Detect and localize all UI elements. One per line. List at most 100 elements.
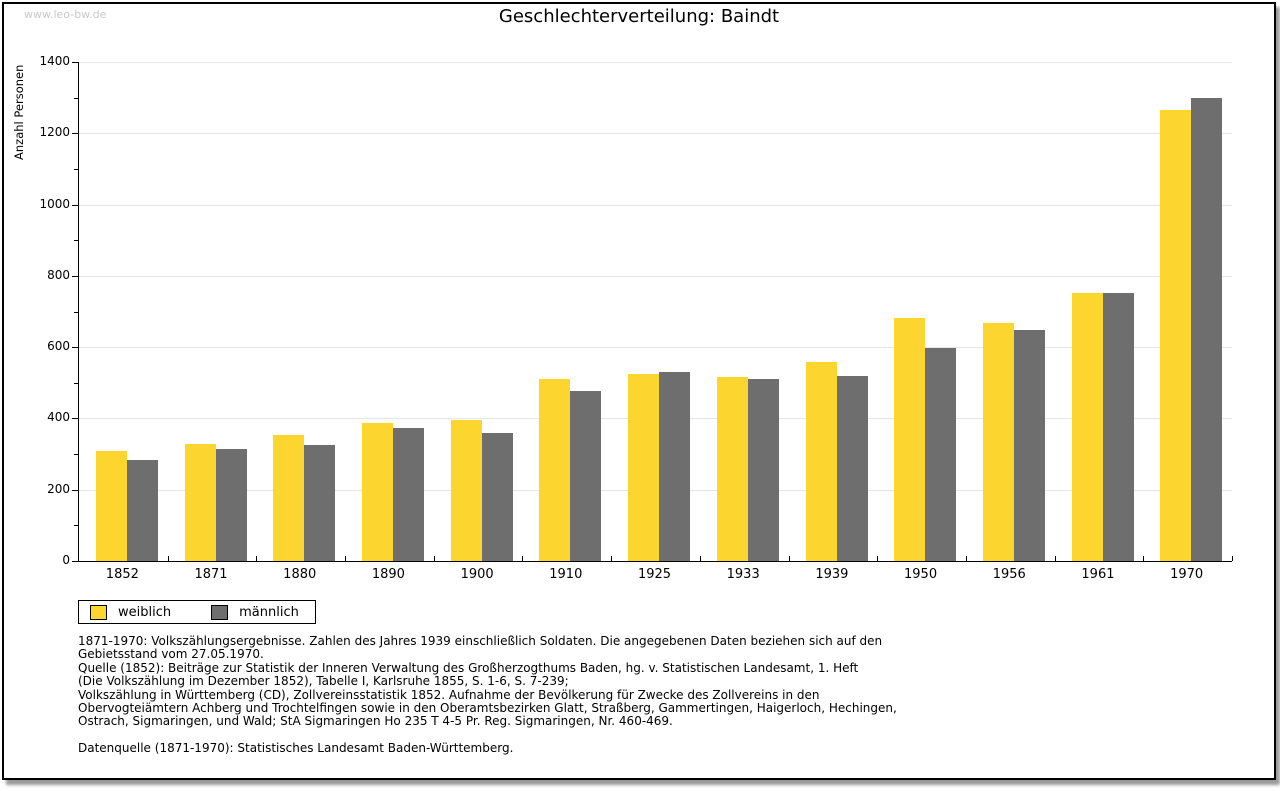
x-tick-label: 1900 bbox=[460, 567, 494, 582]
x-tick bbox=[966, 556, 967, 561]
legend-label: männlich bbox=[239, 604, 299, 620]
footnote-lines: 1871-1970: Volkszählungsergebnisse. Zahl… bbox=[78, 634, 938, 729]
bar-maennlich bbox=[127, 460, 158, 561]
bar-maennlich bbox=[215, 449, 247, 561]
y-tick-label: 1400 bbox=[39, 54, 70, 68]
x-tick-label: 1961 bbox=[1081, 567, 1115, 582]
x-tick-label: 1950 bbox=[904, 567, 938, 582]
x-tick bbox=[345, 556, 346, 561]
bar-weiblich bbox=[628, 374, 660, 561]
x-tick bbox=[789, 556, 790, 561]
x-tick bbox=[168, 556, 169, 561]
x-tick-label: 1871 bbox=[194, 567, 228, 582]
x-tick-label: 1956 bbox=[992, 567, 1026, 582]
x-tick-label: 1852 bbox=[105, 567, 139, 582]
y-tick bbox=[72, 561, 78, 562]
footnote-line: Quelle (1852): Beiträge zur Statistik de… bbox=[78, 660, 859, 675]
y-tick bbox=[72, 62, 78, 63]
bar-weiblich bbox=[805, 362, 837, 561]
bar-weiblich bbox=[1071, 293, 1103, 561]
y-tick bbox=[72, 489, 78, 491]
page-frame: www.leo-bw.de Geschlechterverteilung: Ba… bbox=[2, 2, 1276, 780]
bar-maennlich bbox=[1191, 98, 1223, 561]
bar-weiblich bbox=[96, 451, 127, 561]
legend: weiblich männlich bbox=[78, 600, 316, 624]
footnote-line: Gebietsstand vom 27.05.1970. bbox=[78, 647, 264, 662]
y-tick-label: 1200 bbox=[39, 125, 70, 140]
x-tick-label: 1970 bbox=[1170, 567, 1204, 582]
footnote-line: (Die Volkszählung im Dezember 1852), Tab… bbox=[78, 674, 569, 689]
bar-weiblich bbox=[982, 323, 1014, 561]
footnote-line: Volkszählung in Württemberg (CD), Zollve… bbox=[78, 687, 820, 702]
y-minor-tick bbox=[74, 454, 78, 456]
footnote-line: Obervogteiämtern Achberg und Trochtelfin… bbox=[78, 701, 897, 716]
y-minor-tick bbox=[74, 97, 78, 99]
y-tick-label: 200 bbox=[47, 481, 70, 496]
legend-swatch-weiblich bbox=[90, 604, 107, 620]
x-tick bbox=[256, 556, 257, 561]
bar-maennlich bbox=[659, 372, 691, 561]
x-tick-label: 1933 bbox=[726, 567, 760, 582]
y-minor-tick bbox=[74, 382, 78, 384]
y-tick bbox=[72, 204, 78, 206]
y-tick-label: 1000 bbox=[39, 196, 70, 211]
watermark: www.leo-bw.de bbox=[24, 8, 107, 21]
y-tick-label: 0 bbox=[62, 553, 70, 567]
gridline bbox=[79, 347, 1232, 349]
y-minor-tick bbox=[74, 168, 78, 170]
gridline bbox=[79, 133, 1232, 135]
bar-maennlich bbox=[925, 348, 957, 561]
bar-weiblich bbox=[184, 444, 216, 561]
legend-item: männlich bbox=[211, 604, 299, 620]
bar-weiblich bbox=[362, 423, 394, 561]
gridline bbox=[79, 275, 1232, 277]
x-tick bbox=[700, 556, 701, 561]
y-minor-tick bbox=[74, 240, 78, 242]
y-tick bbox=[72, 347, 78, 349]
x-tick-label: 1910 bbox=[549, 567, 583, 582]
x-tick bbox=[434, 556, 435, 561]
y-tick-label: 400 bbox=[47, 410, 70, 425]
x-tick-label: 1939 bbox=[815, 567, 849, 582]
bar-maennlich bbox=[1013, 330, 1045, 561]
bar-maennlich bbox=[1102, 293, 1134, 561]
bar-weiblich bbox=[1160, 110, 1192, 561]
bar-maennlich bbox=[304, 445, 336, 561]
bar-weiblich bbox=[450, 420, 482, 561]
legend-swatch-maennlich bbox=[211, 604, 229, 620]
bar-maennlich bbox=[570, 391, 602, 561]
y-minor-tick bbox=[74, 311, 78, 313]
bar-weiblich bbox=[273, 435, 305, 561]
x-tick-label: 1890 bbox=[371, 567, 405, 582]
x-tick bbox=[1143, 556, 1144, 561]
gridline bbox=[79, 62, 1232, 63]
bar-weiblich bbox=[539, 379, 571, 561]
gridline bbox=[79, 204, 1232, 206]
y-tick bbox=[72, 275, 78, 277]
y-axis-label: Anzahl Personen bbox=[12, 64, 26, 160]
footnote-line: Ostrach, Sigmaringen, und Wald; StA Sigm… bbox=[78, 714, 673, 729]
x-tick bbox=[1055, 556, 1056, 561]
x-tick-label: 1925 bbox=[637, 567, 672, 582]
legend-item: weiblich bbox=[90, 604, 172, 620]
x-tick-label: 1880 bbox=[283, 567, 317, 582]
x-tick bbox=[611, 556, 612, 561]
bar-maennlich bbox=[747, 379, 779, 561]
bar-maennlich bbox=[393, 428, 425, 561]
bar-maennlich bbox=[836, 376, 868, 561]
x-tick bbox=[522, 556, 523, 561]
y-tick bbox=[72, 418, 78, 420]
y-tick-label: 600 bbox=[47, 339, 70, 354]
bar-weiblich bbox=[894, 318, 926, 561]
bar-weiblich bbox=[716, 377, 748, 561]
x-tick bbox=[1232, 556, 1233, 561]
y-tick-label: 800 bbox=[47, 267, 70, 282]
plot-area bbox=[78, 62, 1233, 562]
legend-label: weiblich bbox=[118, 604, 172, 620]
datasource-line: Datenquelle (1871-1970): Statistisches L… bbox=[78, 741, 514, 755]
y-tick bbox=[72, 133, 78, 135]
page-title: Geschlechterverteilung: Baindt bbox=[498, 6, 780, 27]
footnote-line: 1871-1970: Volkszählungsergebnisse. Zahl… bbox=[78, 634, 883, 648]
y-minor-tick bbox=[74, 525, 78, 527]
bar-maennlich bbox=[481, 433, 513, 561]
